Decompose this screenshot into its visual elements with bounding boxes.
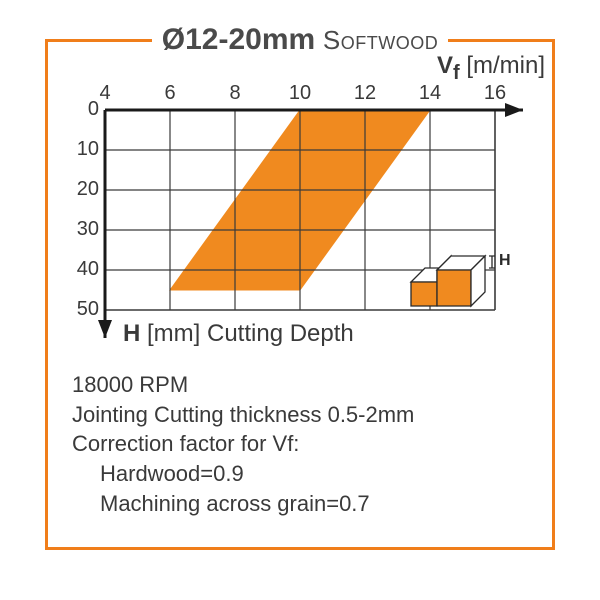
y-axis-arrow-head	[98, 320, 112, 338]
x-axis-label: Vf [m/min]	[345, 52, 545, 85]
note-line: Jointing Cutting thickness 0.5-2mm	[72, 400, 542, 430]
y-tick: 30	[61, 218, 99, 241]
x-tick: 12	[345, 82, 385, 105]
notes-block: 18000 RPMJointing Cutting thickness 0.5-…	[72, 370, 542, 518]
x-tick: 14	[410, 82, 450, 105]
y-tick: 40	[61, 258, 99, 281]
note-line: Hardwood=0.9	[72, 459, 542, 489]
x-tick: 6	[150, 82, 190, 105]
y-axis-label: H [mm] Cutting Depth	[123, 320, 354, 348]
x-tick: 16	[475, 82, 515, 105]
icon-front-2	[437, 270, 471, 306]
x-axis-arrow-head	[505, 103, 523, 117]
x-tick: 8	[215, 82, 255, 105]
icon-h-label: H	[499, 252, 511, 270]
y-tick: 20	[61, 178, 99, 201]
note-line: Correction factor for Vf:	[72, 429, 542, 459]
note-line: Machining across grain=0.7	[72, 489, 542, 519]
note-line: 18000 RPM	[72, 370, 542, 400]
x-tick: 10	[280, 82, 320, 105]
icon-h-bracket	[489, 256, 495, 268]
depth-icon	[405, 252, 530, 322]
y-tick: 50	[61, 298, 99, 321]
y-tick: 0	[61, 98, 99, 121]
y-tick: 10	[61, 138, 99, 161]
icon-front-1	[411, 282, 437, 306]
